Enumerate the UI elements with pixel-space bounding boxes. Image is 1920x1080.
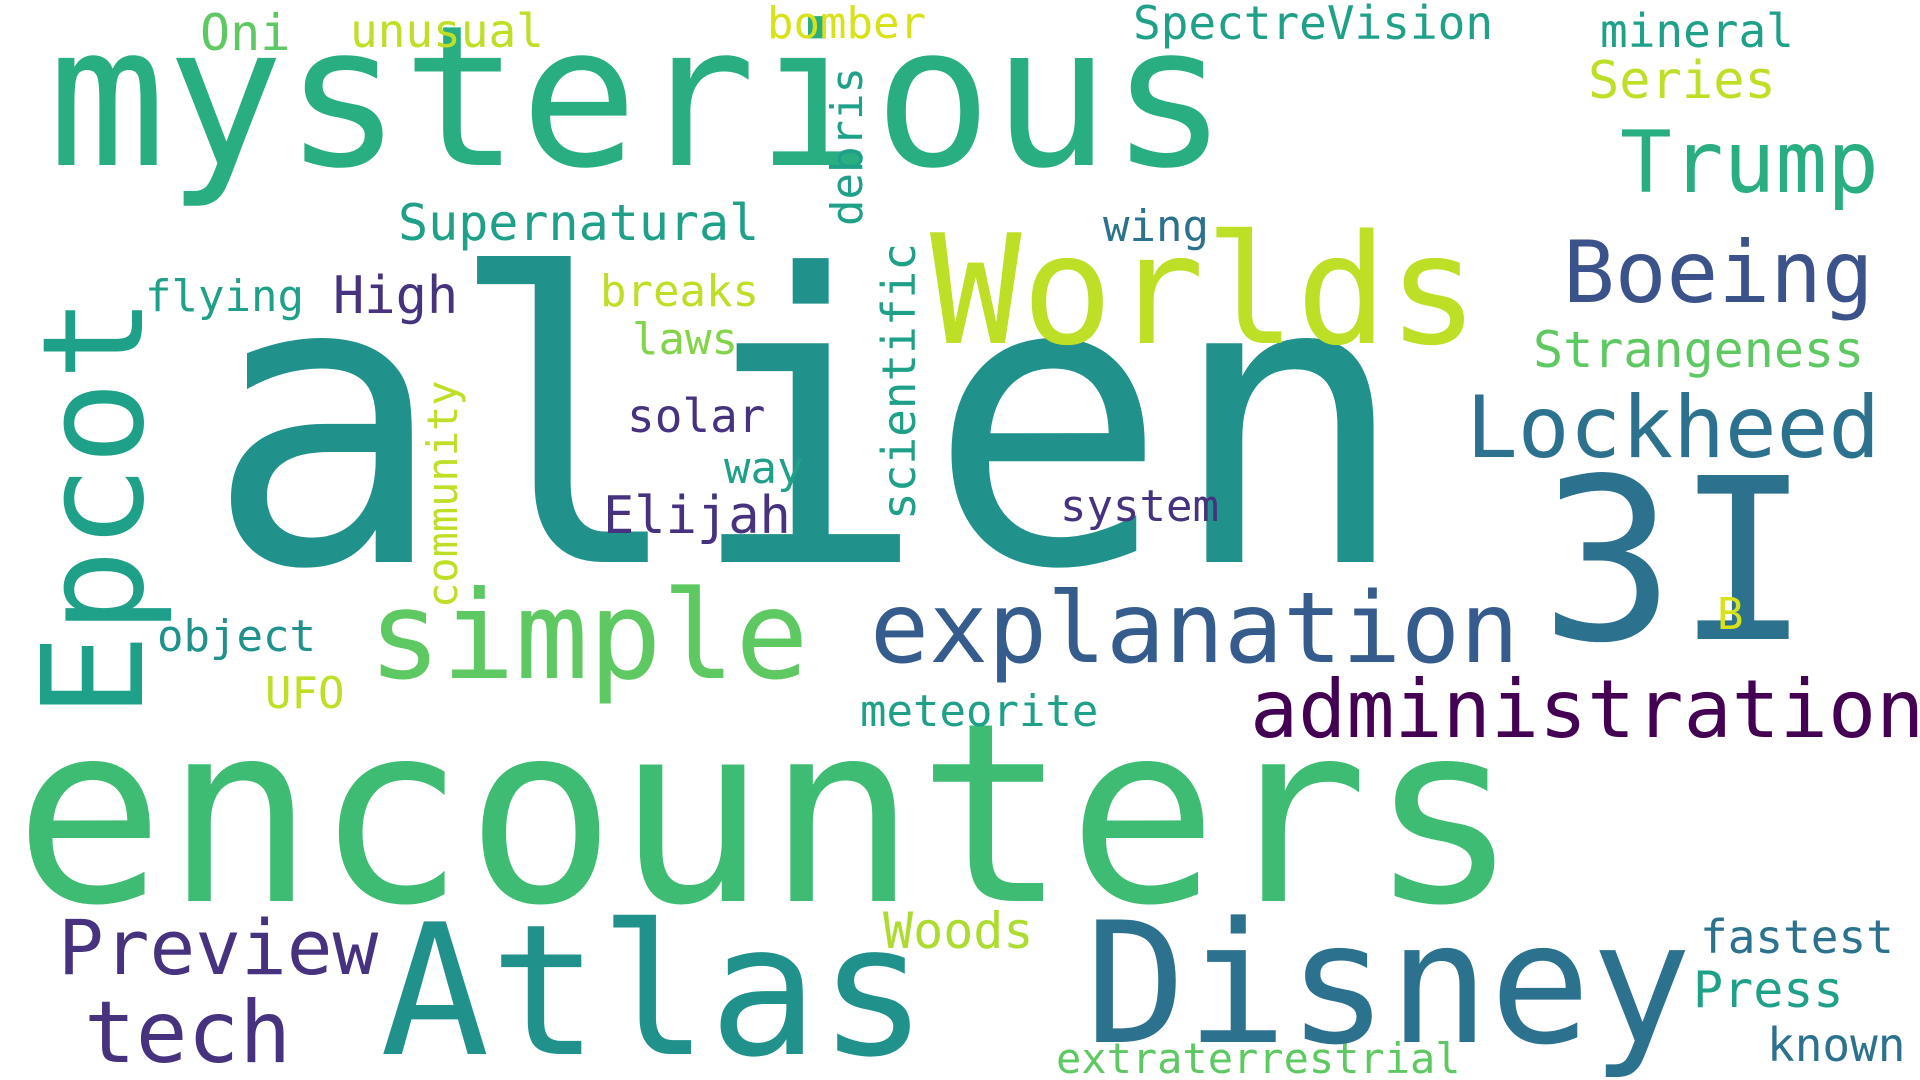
word-wing: wing [1103,201,1209,252]
word-community: community [418,380,467,608]
word-fastest: fastest [1700,910,1894,964]
word-worlds: Worlds [930,202,1480,379]
word-lockheed: Lockheed [1466,378,1881,478]
word-system: system [1060,481,1219,532]
word-mysterious: mysterious [48,0,1229,212]
word-object: object [157,611,316,662]
word-meteorite: meteorite [860,686,1099,737]
word-solar: solar [627,389,766,443]
word-flying: flying [145,271,304,322]
word-way: way [724,443,804,494]
word-administration: administration [1250,663,1920,756]
word-bomber: bomber [767,0,926,49]
word-ufo: UFO [265,668,345,719]
word-boeing: Boeing [1563,223,1874,323]
word-known: known [1767,1018,1906,1072]
word-alien: alien [205,192,1410,657]
word-atlas: Atlas [380,885,928,1080]
word-simple: simple [368,565,809,707]
word-extraterrestrial: extraterrestrial [1056,1034,1461,1080]
word-epcot: Epcot [13,296,176,718]
word-laws: laws [632,314,738,365]
word-supernatural: Supernatural [398,194,760,252]
word-preview: Preview [58,903,379,992]
word-strangeness: Strangeness [1533,321,1865,379]
word-encounters: encounters [14,669,1520,960]
word-3i: 3I [1540,431,1811,693]
word-woods: Woods [883,902,1034,960]
word-disney: Disney [1085,886,1692,1080]
word-spectrevision: SpectreVision [1133,0,1494,50]
word-mineral: mineral [1600,4,1794,58]
word-oni: Oni [200,4,291,62]
word-unusual: unusual [350,4,544,58]
word-scientific: scientific [872,243,926,520]
word-b: B [1717,589,1744,640]
word-elijah: Elijah [603,486,791,546]
word-debris: debris [822,67,873,226]
word-breaks: breaks [600,266,759,317]
word-high: High [333,266,459,326]
word-series: Series [1588,51,1776,111]
word-explanation: explanation [870,572,1520,686]
word-tech: tech [84,983,292,1080]
word-trump: Trump [1620,113,1879,213]
word-press: Press [1693,961,1844,1019]
